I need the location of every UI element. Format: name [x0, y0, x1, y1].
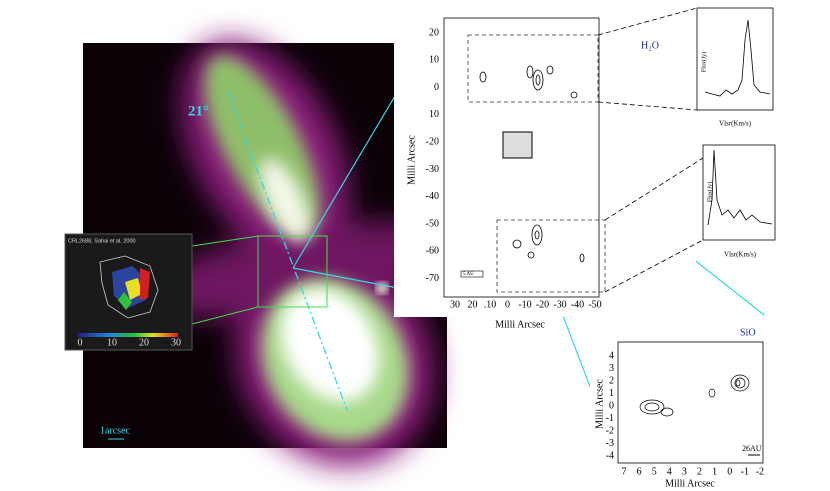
tick-label: 0 [609, 400, 614, 411]
x-axis-label: Milli Arcsec [665, 478, 715, 489]
x-axis-label: Milli Arcsec [495, 319, 545, 330]
tick-label: -30 [553, 299, 566, 310]
tick-label: 5 [652, 466, 657, 477]
inset-caption: CRL2688, Sahai et al, 2000 [68, 238, 136, 244]
tick-label: -50 [426, 218, 439, 229]
spectrum-x-label: Vlsr(Km/s) [724, 251, 757, 259]
tick-label: -2 [756, 466, 764, 477]
tick-label: 7 [622, 466, 627, 477]
h2o-scale: 5 AU [463, 272, 474, 277]
h2o-panel [394, 7, 704, 317]
tick-label: 4 [609, 350, 614, 361]
tick-label: -60 [426, 246, 439, 257]
tick-label: -40 [571, 299, 584, 310]
tick-label: 20 [139, 337, 149, 348]
tick-label: 0 [727, 466, 732, 477]
angle-label: 21° [188, 103, 209, 119]
tick-label: 20 [468, 299, 478, 310]
tick-label: 3 [609, 363, 614, 374]
tick-label: 6 [637, 466, 642, 477]
spectrum-y-label: Flux(Jy) [706, 182, 713, 202]
tick-label: 0 [78, 337, 83, 348]
tick-label: 10 [429, 55, 439, 66]
tick-label: -20 [426, 136, 439, 147]
tick-label: 20 [429, 27, 439, 38]
tick-label: -4 [606, 450, 614, 461]
tick-label: -30 [426, 164, 439, 175]
tick-label: 10 [107, 337, 117, 348]
spectrum-x-label: Vlsr(Km/s) [719, 120, 752, 128]
tick-label: -2 [606, 425, 614, 436]
inset [64, 233, 259, 351]
scale-label: 1arcsec [100, 425, 131, 436]
tick-label: 2 [609, 375, 614, 386]
tick-label: -40 [426, 191, 439, 202]
sio-label: SiO [740, 327, 756, 338]
y-axis-label: Milli Arcsec [594, 379, 605, 429]
tick-label: 3 [682, 466, 687, 477]
tick-label: -3 [606, 438, 614, 449]
tick-label: -10 [518, 299, 531, 310]
tick-label: -50 [588, 299, 601, 310]
tick-label: 2 [697, 466, 702, 477]
spectrum-y-label: Flux(Jy) [700, 52, 707, 72]
tick-label: -1 [606, 413, 614, 424]
tick-label: 30 [171, 337, 181, 348]
tick-label: 4 [667, 466, 672, 477]
h2o-label: H₂O [641, 40, 659, 51]
tick-label: -1 [741, 466, 749, 477]
y-axis-label: Milli Arcsec [406, 135, 417, 185]
tick-label: 0 [434, 82, 439, 93]
tick-label: -70 [426, 273, 439, 284]
spectra [696, 7, 776, 241]
tick-label: 10 [429, 109, 439, 120]
tick-label: -20 [536, 299, 549, 310]
tick-label: 1 [712, 466, 717, 477]
sio-panel [590, 315, 770, 491]
sio-scale: 26AU [742, 444, 762, 453]
tick-label: 0 [505, 299, 510, 310]
tick-label: .10 [484, 299, 497, 310]
tick-label: 1 [609, 388, 614, 399]
tick-label: 30 [450, 299, 460, 310]
